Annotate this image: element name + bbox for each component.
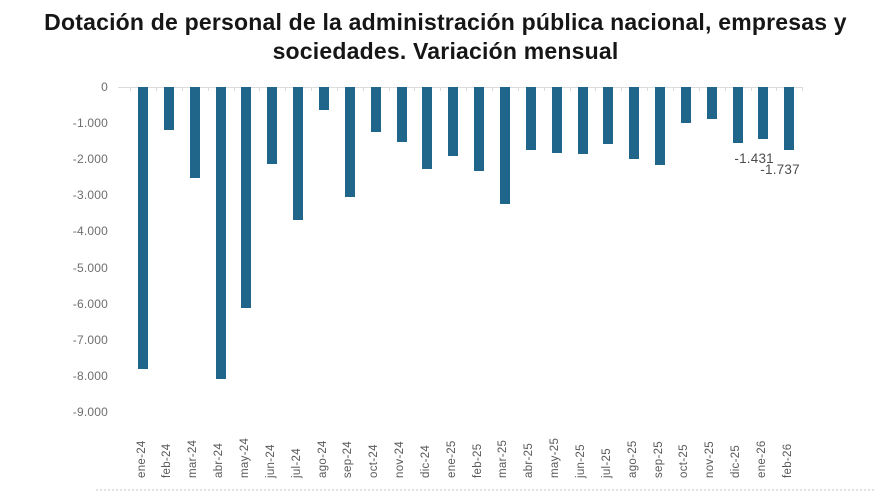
bar-dic-24	[422, 87, 433, 170]
x-axis-tick	[466, 87, 468, 91]
bar-abr-25	[525, 87, 536, 151]
x-axis-tick	[750, 87, 752, 91]
bar-abr-24	[215, 87, 226, 379]
bar-oct-25	[680, 87, 691, 123]
x-axis-label-feb-25: feb-25	[471, 443, 484, 478]
bar-feb-24	[163, 87, 174, 130]
bar-feb-26	[784, 87, 795, 150]
x-axis-label-jun-24: jun-24	[264, 444, 277, 478]
chart-title: Dotación de personal de la administració…	[0, 8, 891, 66]
bar-mar-25	[499, 87, 510, 204]
x-axis-tick	[336, 87, 338, 91]
bar-dic-25	[732, 87, 743, 144]
x-axis-label-nov-24: nov-24	[394, 441, 406, 478]
x-axis-tick	[647, 87, 649, 91]
bar-nov-24	[396, 87, 407, 142]
x-axis-tick	[724, 87, 726, 91]
x-axis-tick	[543, 87, 545, 91]
x-axis-label-ene-24: ene-24	[135, 440, 148, 478]
bar-sep-25	[655, 87, 665, 165]
bar-oct-24	[370, 87, 381, 133]
x-axis-label-ago-24: ago-24	[316, 440, 329, 478]
x-axis-label-feb-26: feb-26	[781, 443, 794, 478]
x-axis-label-may-25: may-25	[549, 437, 562, 478]
bar-ago-25	[629, 87, 640, 159]
bar-jun-24	[267, 87, 278, 165]
bar-may-25	[551, 87, 562, 153]
x-axis-tick	[155, 87, 157, 91]
chart-title-line1: Dotación de personal de la administració…	[44, 9, 847, 35]
x-axis-label-abr-24: abr-24	[213, 442, 226, 478]
y-axis-label: -7.000	[72, 332, 108, 347]
x-axis-label-nov-25: nov-25	[704, 441, 717, 478]
bar-jul-24	[293, 87, 304, 220]
x-axis-tick	[233, 87, 235, 91]
bottom-divider-line	[96, 489, 874, 491]
y-axis-label: -3.000	[72, 188, 108, 203]
y-axis-label: -1.000	[72, 116, 108, 131]
value-label-feb-26: -1.737	[760, 161, 800, 177]
x-axis-label-abr-25: abr-25	[523, 442, 536, 478]
x-axis-tick	[776, 87, 778, 91]
bar-ago-24	[319, 87, 329, 111]
y-axis-label: -2.000	[72, 152, 108, 167]
x-axis-label-feb-24: feb-24	[161, 443, 174, 478]
x-axis-tick	[181, 87, 183, 91]
x-axis-tick	[595, 87, 597, 91]
bar-mar-24	[189, 87, 200, 178]
x-axis-label-ene-25: ene-25	[445, 440, 458, 478]
x-axis-label-jul-24: jul-24	[290, 448, 303, 478]
y-axis-label: -4.000	[72, 224, 108, 239]
y-axis-label: 0	[101, 80, 108, 94]
x-axis-tick	[207, 87, 209, 91]
x-axis-label-ago-25: ago-25	[626, 440, 639, 478]
x-axis-label-mar-25: mar-25	[497, 439, 510, 478]
x-axis-label-oct-24: oct-24	[368, 444, 381, 478]
x-axis-label-jun-25: jun-25	[575, 444, 587, 478]
bar-ene-26	[758, 87, 769, 139]
bar-ene-25	[448, 87, 459, 157]
bar-jul-25	[603, 87, 614, 144]
chart-title-line2: sociedades. Variación mensual	[272, 38, 619, 64]
x-axis-tick	[517, 87, 519, 91]
x-axis-zero-line	[118, 87, 803, 88]
bar-may-24	[241, 87, 252, 308]
x-axis-label-jul-25: jul-25	[600, 448, 613, 478]
x-axis-tick	[130, 87, 132, 91]
x-axis-tick	[492, 87, 493, 91]
y-axis-label: -8.000	[72, 368, 108, 383]
x-axis-label-sep-24: sep-24	[342, 441, 355, 478]
x-axis-label-may-24: may-24	[238, 437, 251, 478]
x-axis-tick	[259, 87, 261, 91]
y-axis-label: -5.000	[72, 260, 108, 275]
x-axis-tick	[362, 87, 364, 91]
x-axis-tick	[440, 87, 442, 91]
x-axis-tick	[311, 87, 312, 91]
x-axis-label-dic-24: dic-24	[419, 444, 432, 478]
x-axis-label-dic-25: dic-25	[730, 444, 743, 478]
x-axis-label-sep-25: sep-25	[652, 441, 665, 478]
bar-jun-25	[577, 87, 588, 155]
x-axis-tick	[672, 87, 674, 91]
bar-sep-24	[344, 87, 355, 197]
x-axis-tick	[802, 87, 804, 91]
bar-ene-24	[138, 87, 148, 370]
value-label-ene-26: -1.431	[734, 150, 774, 166]
x-axis-tick	[569, 87, 571, 91]
x-axis-label-oct-25: oct-25	[678, 444, 691, 478]
x-axis-tick	[414, 87, 416, 91]
x-axis-label-ene-26: ene-26	[755, 440, 768, 478]
x-axis-tick	[698, 87, 700, 91]
bar-feb-25	[474, 87, 485, 171]
x-axis-tick	[388, 87, 390, 91]
bar-nov-25	[706, 87, 717, 120]
x-axis-label-mar-24: mar-24	[187, 439, 200, 478]
y-axis-label: -9.000	[72, 404, 108, 419]
x-axis-tick	[285, 87, 287, 91]
y-axis-label: -6.000	[72, 296, 108, 311]
x-axis-tick	[621, 87, 623, 91]
